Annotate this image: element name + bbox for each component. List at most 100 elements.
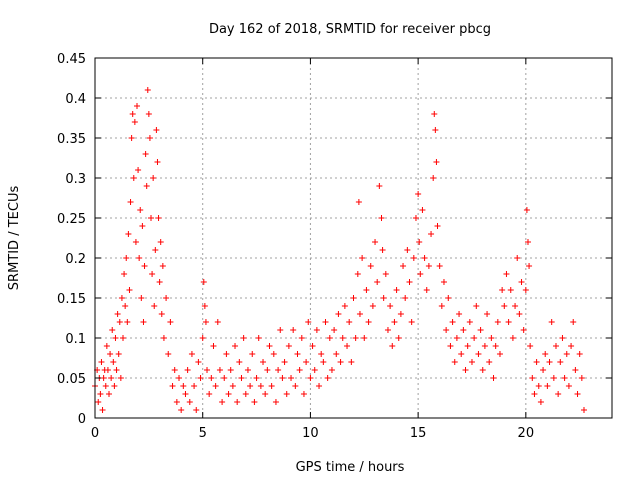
data-point [328, 367, 335, 373]
data-point [313, 327, 320, 333]
data-point [559, 335, 566, 341]
data-point [110, 359, 117, 365]
data-point [505, 319, 512, 325]
data-point [453, 335, 460, 341]
data-point [163, 295, 170, 301]
data-point [120, 335, 127, 341]
data-point [423, 287, 430, 293]
data-point [451, 359, 458, 365]
data-point [354, 271, 361, 277]
data-point [109, 327, 116, 333]
data-point [496, 351, 503, 357]
data-point [374, 279, 381, 285]
data-point [431, 111, 438, 117]
data-point [257, 383, 264, 389]
data-point [348, 359, 355, 365]
y-tick-label: 0.25 [57, 212, 86, 227]
data-point [473, 303, 480, 309]
data-point [320, 359, 327, 365]
data-point [369, 303, 376, 309]
data-point [376, 183, 383, 189]
plot-border [94, 57, 613, 419]
data-point [126, 287, 133, 293]
data-point [111, 383, 118, 389]
data-point [260, 359, 267, 365]
data-point [537, 399, 544, 405]
data-point [300, 391, 307, 397]
data-point [341, 303, 348, 309]
data-point [167, 319, 174, 325]
data-point [466, 319, 473, 325]
data-point [417, 271, 424, 277]
data-point [552, 343, 559, 349]
data-point [479, 367, 486, 373]
data-point [359, 255, 366, 261]
data-point [97, 391, 104, 397]
data-point [178, 407, 185, 413]
data-point [324, 375, 331, 381]
data-point [322, 319, 329, 325]
data-point [449, 319, 456, 325]
data-point [264, 367, 271, 373]
data-point [255, 335, 262, 341]
data-point [557, 359, 564, 365]
data-point [533, 359, 540, 365]
y-axis-label: SRMTID / TECUs [7, 186, 22, 291]
data-point [361, 335, 368, 341]
data-point [428, 231, 435, 237]
data-point [433, 159, 440, 165]
data-point [468, 359, 475, 365]
data-point [339, 335, 346, 341]
data-point [514, 255, 521, 261]
data-point [335, 311, 342, 317]
data-point [124, 319, 131, 325]
x-tick-label: 15 [410, 426, 427, 441]
data-point [546, 359, 553, 365]
data-point [509, 335, 516, 341]
data-point [270, 351, 277, 357]
data-point [570, 319, 577, 325]
data-point [307, 375, 314, 381]
data-point [333, 351, 340, 357]
data-point [481, 343, 488, 349]
data-point [200, 279, 207, 285]
data-point [191, 383, 198, 389]
data-point [352, 335, 359, 341]
data-point [346, 319, 353, 325]
y-tick-label: 0.4 [65, 92, 86, 107]
data-point [344, 343, 351, 349]
data-point [540, 367, 547, 373]
data-point [524, 239, 531, 245]
data-point [277, 327, 284, 333]
data-point [356, 311, 363, 317]
data-point [400, 263, 407, 269]
data-point [144, 87, 151, 93]
data-point [391, 319, 398, 325]
data-point [555, 391, 562, 397]
data-point [131, 119, 138, 125]
data-point [535, 383, 542, 389]
data-point [249, 351, 256, 357]
data-point [140, 319, 147, 325]
data-point [115, 351, 122, 357]
grid [95, 58, 612, 418]
data-point [443, 327, 450, 333]
data-point [149, 271, 156, 277]
data-point [311, 367, 318, 373]
data-point [404, 247, 411, 253]
data-point [462, 367, 469, 373]
data-point [416, 239, 423, 245]
data-point [195, 359, 202, 365]
data-point [156, 279, 163, 285]
data-point [298, 335, 305, 341]
data-point [440, 279, 447, 285]
data-point [456, 311, 463, 317]
data-point [145, 111, 152, 117]
y-tick-label: 0.05 [57, 372, 86, 387]
data-point [430, 175, 437, 181]
data-point [117, 375, 124, 381]
data-point [410, 255, 417, 261]
data-point [154, 159, 161, 165]
data-point [503, 271, 510, 277]
data-point [475, 351, 482, 357]
